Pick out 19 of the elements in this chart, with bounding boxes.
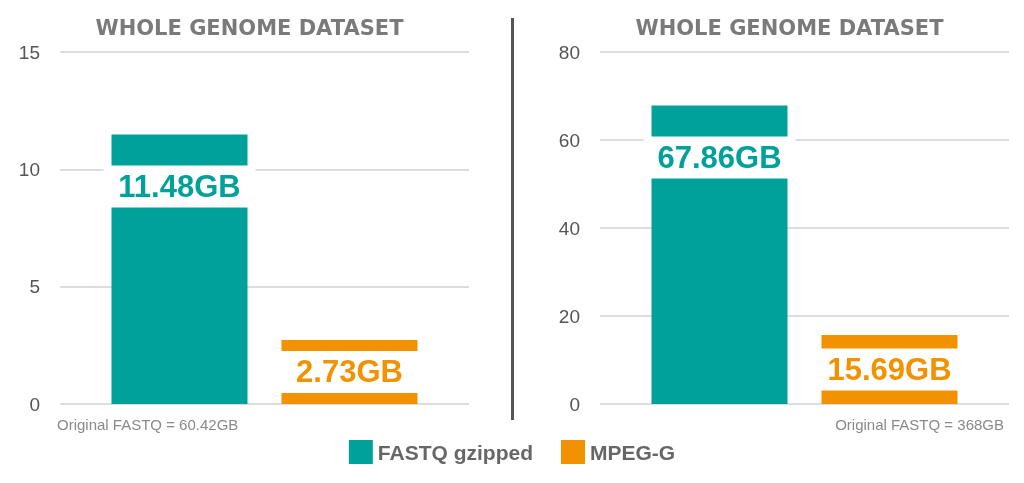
legend-label: FASTQ gzipped (377, 440, 534, 464)
data-label: 2.73GB (296, 354, 403, 390)
text: Original FASTQ = 60.42GB (57, 415, 239, 433)
y-tick-label: 20 (558, 305, 580, 327)
chart-title: WHOLE GENOME DATASET (635, 15, 945, 40)
legend-label: MPEG-G (590, 440, 676, 464)
y-tick-label: 15 (18, 41, 40, 63)
y-tick-label: 10 (18, 158, 40, 180)
chart-title: WHOLE GENOME DATASET (95, 15, 405, 40)
y-tick-label: 0 (29, 393, 40, 415)
y-tick-label: 5 (29, 276, 40, 298)
y-tick-label: 80 (558, 41, 580, 63)
y-tick-label: 40 (558, 217, 580, 239)
y-tick-label: 0 (569, 393, 580, 415)
text: Original FASTQ = 368GB (835, 415, 1004, 433)
data-label: 15.69GB (827, 351, 952, 387)
data-label: 67.86GB (657, 139, 782, 175)
y-tick-label: 60 (558, 129, 580, 151)
data-label: 11.48GB (118, 169, 241, 205)
